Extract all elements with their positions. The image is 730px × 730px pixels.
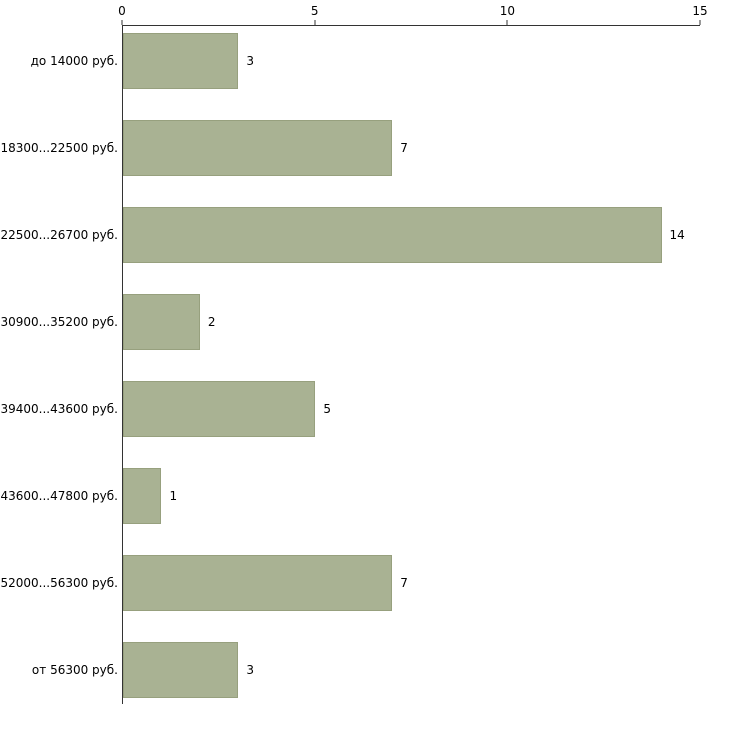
category-label: 22500...26700 руб. — [0, 228, 118, 242]
bar — [123, 468, 162, 524]
x-axis-tick: 10 — [500, 4, 515, 25]
bar-track: 7 — [123, 555, 700, 611]
bar-track: 2 — [123, 294, 700, 350]
bar — [123, 642, 239, 698]
bar — [123, 33, 239, 89]
bar-track: 5 — [123, 381, 700, 437]
x-axis-tick: 0 — [118, 4, 126, 25]
category-label: 18300...22500 руб. — [0, 141, 118, 155]
value-label: 3 — [246, 663, 255, 677]
chart-row: от 56300 руб. 3 — [0, 642, 700, 698]
bar-track: 1 — [123, 468, 700, 524]
value-label: 5 — [323, 402, 331, 416]
bar-track: 3 — [123, 33, 700, 89]
x-axis-tick: 5 — [311, 4, 318, 25]
chart-rows: до 14000 руб. 3 18300...22500 руб. 7 22500..… — [0, 25, 700, 704]
category-label: до 14000 руб. — [30, 54, 118, 68]
bar — [123, 207, 662, 263]
chart-row: 39400...43600 руб. 5 — [0, 381, 700, 437]
value-label: 2 — [207, 315, 216, 329]
bar-track: 3 — [123, 642, 700, 698]
x-axis-tick-label: 5 — [310, 4, 319, 18]
x-axis-tick-label: 15 — [692, 4, 708, 18]
category-label: 30900...35200 руб. — [0, 315, 118, 329]
chart-row: 22500...26700 руб. 14 — [0, 207, 700, 263]
category-label: 43600...47800 руб. — [0, 489, 118, 503]
category-label: 52000...56300 руб. — [0, 576, 118, 590]
value-label: 7 — [400, 576, 408, 590]
value-label: 14 — [669, 228, 685, 242]
bar — [123, 381, 316, 437]
chart-row: 18300...22500 руб. 7 — [0, 120, 700, 176]
bar — [123, 294, 200, 350]
x-axis-tick: 15 — [692, 4, 708, 25]
bar — [123, 555, 393, 611]
category-label: от 56300 руб. — [31, 663, 118, 677]
bar-track: 7 — [123, 120, 700, 176]
x-axis: 0 5 10 15 — [118, 0, 708, 25]
x-axis-tick-label: 10 — [499, 4, 515, 18]
chart-row: 43600...47800 руб. 1 — [0, 468, 700, 524]
chart-row: 30900...35200 руб. 2 — [0, 294, 700, 350]
chart-row: 52000...56300 руб. 7 — [0, 555, 700, 611]
value-label: 1 — [169, 489, 178, 503]
bar-track: 14 — [123, 207, 700, 263]
category-label: 39400...43600 руб. — [0, 402, 118, 416]
value-label: 3 — [246, 54, 255, 68]
x-axis-tick-label: 0 — [118, 4, 126, 18]
chart-row: до 14000 руб. 3 — [0, 33, 700, 89]
bar — [123, 120, 393, 176]
value-label: 7 — [400, 141, 408, 155]
